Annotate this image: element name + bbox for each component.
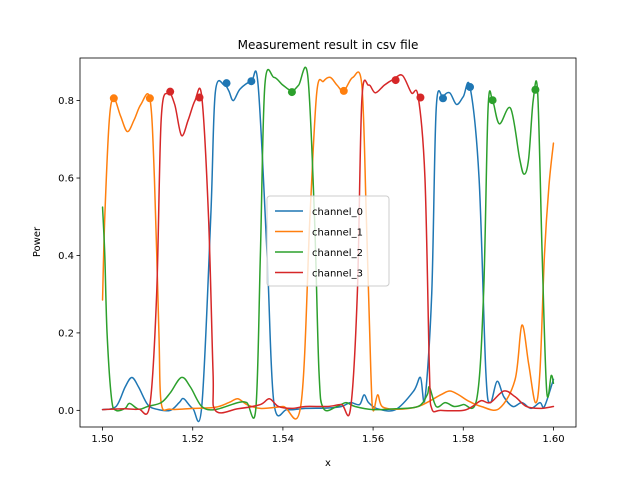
series-line-channel_1 — [101, 71, 555, 420]
peak-marker-channel_1 — [339, 86, 348, 95]
y-tick-label: 0.0 — [58, 406, 74, 417]
legend-label: channel_3 — [312, 269, 363, 280]
chart-title: Measurement result in csv file — [238, 38, 419, 52]
legend: channel_0 channel_1 channel_2 channel_3 — [266, 195, 390, 287]
x-axis-label: x — [325, 458, 331, 469]
peak-marker-channel_0 — [222, 79, 231, 88]
y-axis: 0.0 0.2 0.4 0.6 0.8 — [58, 96, 80, 417]
x-tick-label: 1.56 — [362, 434, 384, 445]
legend-label: channel_1 — [312, 228, 363, 239]
y-axis-label: Power — [32, 226, 43, 257]
peak-marker-channel_3 — [195, 93, 204, 102]
legend-box — [266, 195, 390, 287]
legend-label: channel_0 — [312, 207, 363, 218]
y-tick-label: 0.4 — [58, 251, 74, 262]
y-tick-label: 0.6 — [58, 174, 74, 185]
x-tick-label: 1.50 — [91, 434, 113, 445]
peak-marker-channel_2 — [287, 88, 296, 97]
peak-marker-channel_3 — [391, 76, 400, 85]
peak-marker-channel_0 — [466, 83, 475, 92]
x-axis: 1.50 1.52 1.54 1.56 1.58 1.60 — [91, 427, 565, 445]
x-tick-label: 1.54 — [272, 434, 294, 445]
series-line-channel_3 — [101, 74, 555, 417]
peak-marker-channel_0 — [438, 94, 447, 103]
axes-frame — [79, 57, 577, 428]
peak-marker-channel_1 — [145, 94, 154, 103]
legend-label: channel_2 — [312, 248, 363, 259]
y-tick-label: 0.8 — [58, 96, 74, 107]
peak-marker-channel_2 — [531, 85, 540, 94]
peak-marker-channel_1 — [109, 94, 118, 103]
marker-layer — [109, 76, 540, 105]
peak-marker-channel_3 — [166, 87, 175, 96]
peak-marker-channel_2 — [488, 96, 497, 105]
series-layer — [101, 66, 555, 423]
peak-marker-channel_3 — [416, 93, 425, 102]
x-tick-label: 1.58 — [452, 434, 474, 445]
x-tick-label: 1.60 — [542, 434, 564, 445]
x-tick-label: 1.52 — [182, 434, 204, 445]
peak-marker-channel_0 — [247, 77, 256, 86]
y-tick-label: 0.2 — [58, 328, 74, 339]
